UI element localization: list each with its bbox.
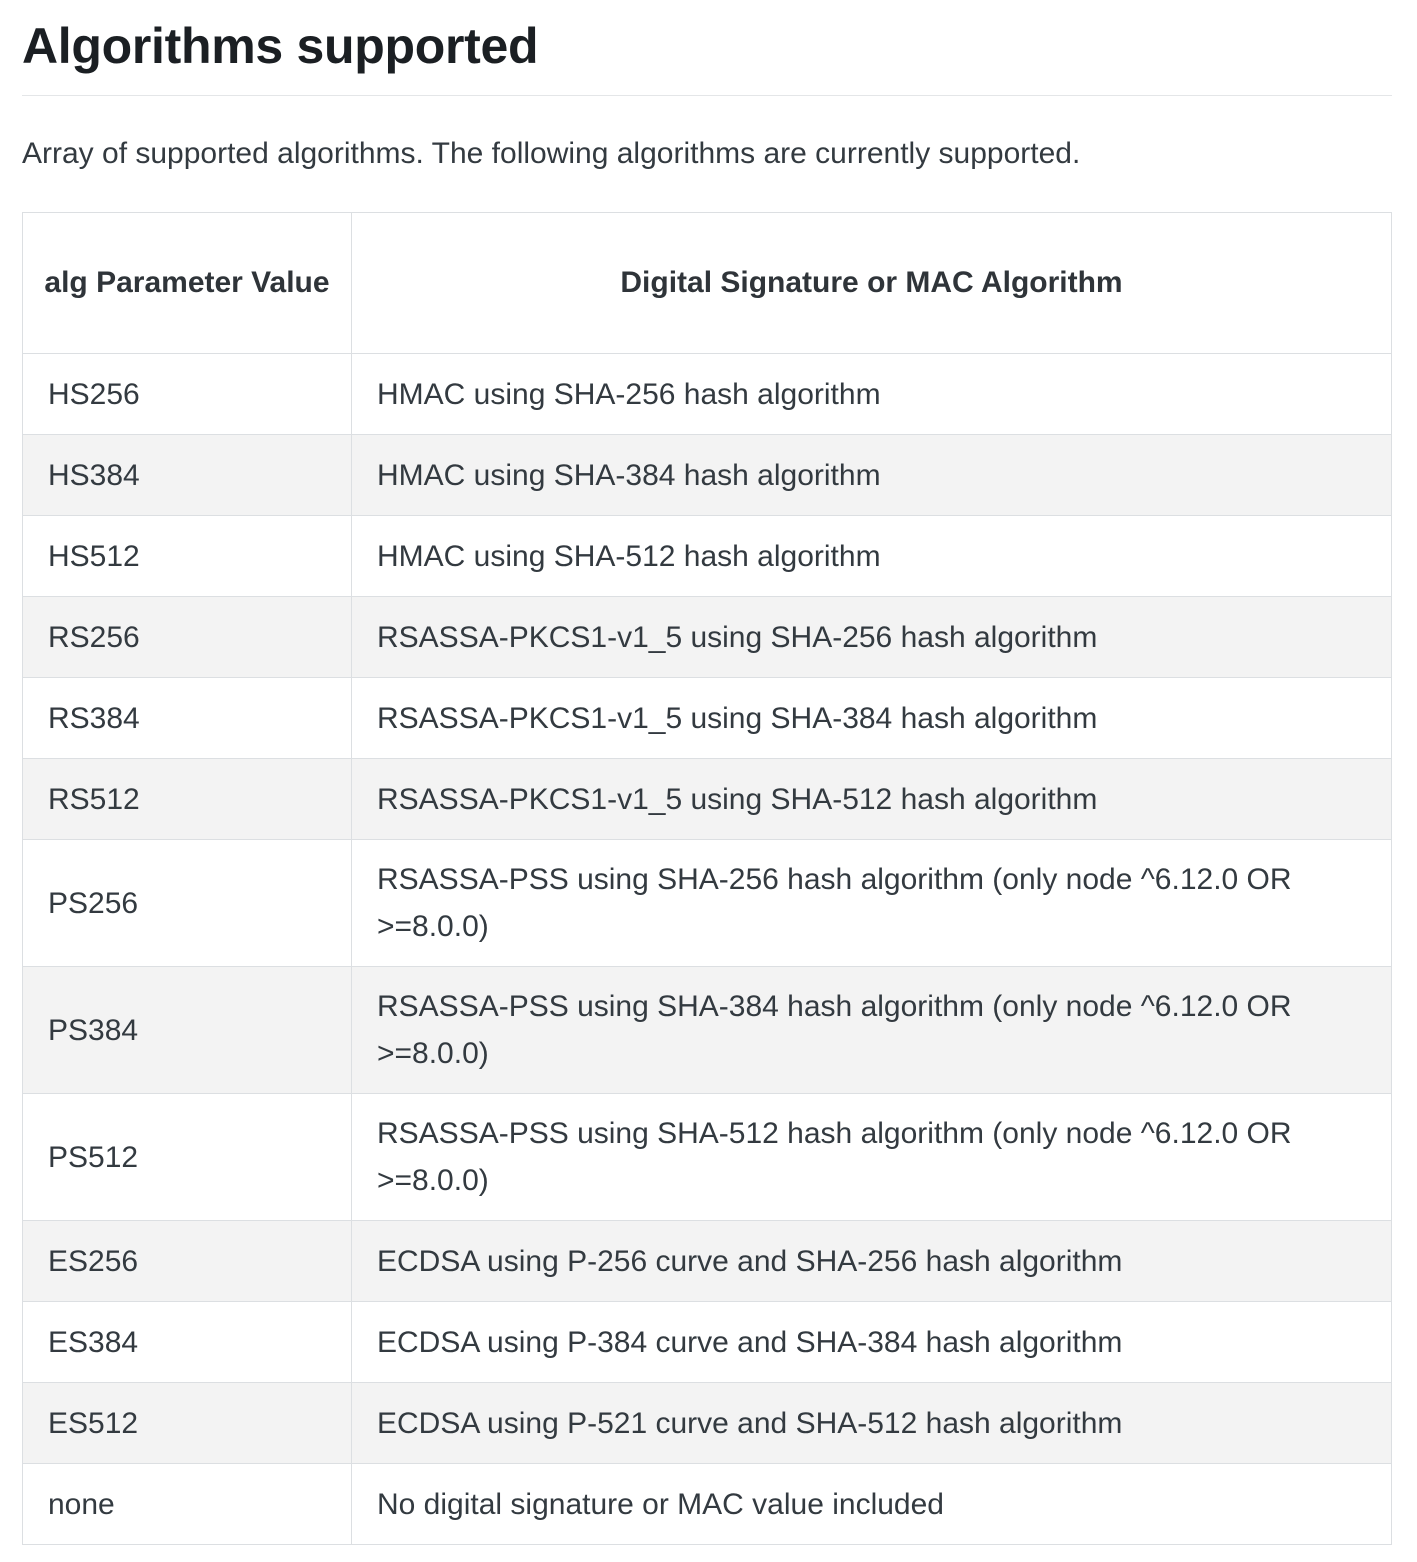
alg-cell: HS256 — [22, 353, 352, 435]
table-row: HS512 HMAC using SHA-512 hash algorithm — [22, 515, 1392, 597]
intro-paragraph: Array of supported algorithms. The follo… — [22, 137, 1081, 170]
alg-cell: ES384 — [22, 1301, 352, 1383]
heading-divider — [22, 95, 1392, 96]
table-row: ES384 ECDSA using P-384 curve and SHA-38… — [22, 1301, 1392, 1383]
column-header-alg: alg Parameter Value — [22, 212, 352, 354]
table-row: ES512 ECDSA using P-521 curve and SHA-51… — [22, 1382, 1392, 1464]
alg-cell: HS512 — [22, 515, 352, 597]
description-cell: ECDSA using P-521 curve and SHA-512 hash… — [351, 1382, 1392, 1464]
table-row: PS256 RSASSA-PSS using SHA-256 hash algo… — [22, 839, 1392, 967]
table-row: RS256 RSASSA-PKCS1-v1_5 using SHA-256 ha… — [22, 596, 1392, 678]
table-row: HS256 HMAC using SHA-256 hash algorithm — [22, 353, 1392, 435]
table-row: PS512 RSASSA-PSS using SHA-512 hash algo… — [22, 1093, 1392, 1221]
table-row: RS384 RSASSA-PKCS1-v1_5 using SHA-384 ha… — [22, 677, 1392, 759]
description-cell: RSASSA-PSS using SHA-512 hash algorithm … — [351, 1093, 1392, 1221]
table-row: none No digital signature or MAC value i… — [22, 1463, 1392, 1545]
description-cell: ECDSA using P-384 curve and SHA-384 hash… — [351, 1301, 1392, 1383]
table-row: HS384 HMAC using SHA-384 hash algorithm — [22, 434, 1392, 516]
algorithms-table: alg Parameter Value Digital Signature or… — [22, 212, 1392, 1545]
table-row: RS512 RSASSA-PKCS1-v1_5 using SHA-512 ha… — [22, 758, 1392, 840]
description-cell: HMAC using SHA-512 hash algorithm — [351, 515, 1392, 597]
table-row: ES256 ECDSA using P-256 curve and SHA-25… — [22, 1220, 1392, 1302]
alg-cell: ES256 — [22, 1220, 352, 1302]
alg-cell: none — [22, 1463, 352, 1545]
alg-cell: PS512 — [22, 1093, 352, 1221]
table-header-row: alg Parameter Value Digital Signature or… — [22, 212, 1392, 354]
description-cell: HMAC using SHA-256 hash algorithm — [351, 353, 1392, 435]
alg-cell: RS256 — [22, 596, 352, 678]
description-cell: RSASSA-PKCS1-v1_5 using SHA-512 hash alg… — [351, 758, 1392, 840]
alg-cell: PS256 — [22, 839, 352, 967]
column-header-description: Digital Signature or MAC Algorithm — [351, 212, 1392, 354]
description-cell: No digital signature or MAC value includ… — [351, 1463, 1392, 1545]
alg-cell: RS512 — [22, 758, 352, 840]
description-cell: RSASSA-PSS using SHA-384 hash algorithm … — [351, 966, 1392, 1094]
table-row: PS384 RSASSA-PSS using SHA-384 hash algo… — [22, 966, 1392, 1094]
alg-cell: ES512 — [22, 1382, 352, 1464]
description-cell: RSASSA-PKCS1-v1_5 using SHA-256 hash alg… — [351, 596, 1392, 678]
alg-cell: PS384 — [22, 966, 352, 1094]
page-title: Algorithms supported — [22, 18, 539, 74]
alg-cell: HS384 — [22, 434, 352, 516]
description-cell: ECDSA using P-256 curve and SHA-256 hash… — [351, 1220, 1392, 1302]
description-cell: RSASSA-PSS using SHA-256 hash algorithm … — [351, 839, 1392, 967]
alg-cell: RS384 — [22, 677, 352, 759]
description-cell: RSASSA-PKCS1-v1_5 using SHA-384 hash alg… — [351, 677, 1392, 759]
description-cell: HMAC using SHA-384 hash algorithm — [351, 434, 1392, 516]
